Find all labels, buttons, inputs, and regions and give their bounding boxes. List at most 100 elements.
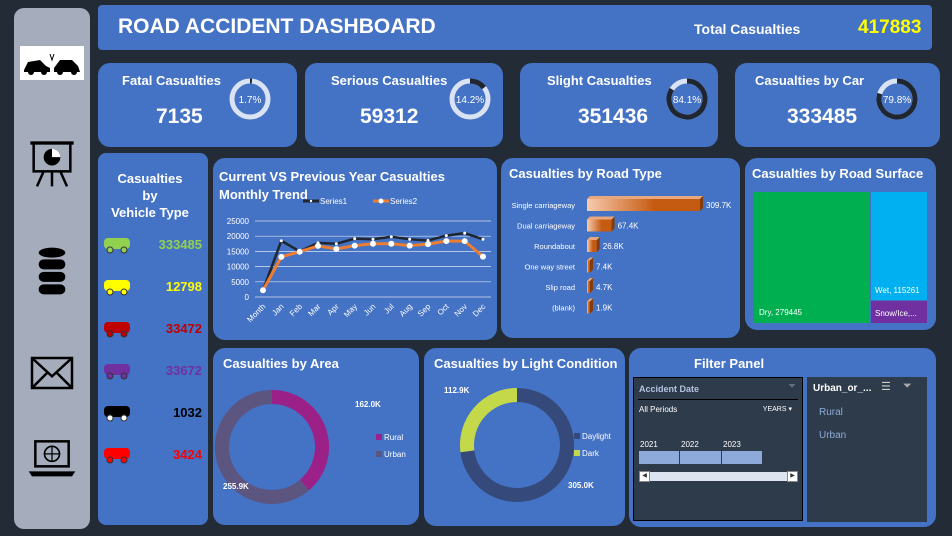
bar-top <box>587 237 600 240</box>
kpi-value: 59312 <box>360 105 419 128</box>
kpi-label: Casualties by Car <box>755 73 865 88</box>
filter-panel: Filter Panel Accident Date ⏷ All Periods… <box>629 348 936 527</box>
bar <box>587 301 590 314</box>
data-label: 67.4K <box>618 222 640 231</box>
y-tick-label: 15000 <box>227 247 250 256</box>
data-point <box>425 241 431 248</box>
data-label: 1.9K <box>596 304 613 313</box>
level-dropdown[interactable]: YEARS ▾ <box>762 406 792 413</box>
timeline-bar-2021[interactable] <box>639 451 679 464</box>
kpi-label: Slight Casualties <box>547 73 652 88</box>
legend-marker <box>378 198 384 204</box>
multi-select-icon[interactable]: ☰ <box>881 381 891 393</box>
scroll-right-button[interactable]: ▶ <box>787 471 798 482</box>
treemap-label: Dry, 279445 <box>759 308 802 317</box>
date-slicer: Accident Date ⏷ All Periods YEARS ▾ 2021… <box>633 377 803 521</box>
scroll-left-button[interactable]: ◀ <box>639 471 650 482</box>
data-point <box>480 253 486 260</box>
kpi-percent: 1.7% <box>239 95 262 106</box>
y-tick-label: 0 <box>245 293 250 302</box>
year-label: 2022 <box>681 440 699 449</box>
kpi-label: Fatal Casualties <box>122 73 221 88</box>
data-point <box>333 245 340 252</box>
kpi-car: Casualties by Car 333485 79.8% <box>735 63 940 147</box>
data-point <box>461 238 468 245</box>
bar-top <box>587 278 593 281</box>
year-label: 2023 <box>723 440 741 449</box>
x-tick-label: May <box>342 302 359 319</box>
slicer-item-urban[interactable]: Urban <box>819 430 847 441</box>
truck-icon <box>104 322 130 338</box>
donut-chart: Daylight 305.0K Dark 112.9K <box>444 386 612 502</box>
mail-icon[interactable] <box>22 348 82 398</box>
bar-top <box>587 298 593 302</box>
slicer-title: Urban_or_... <box>813 383 872 394</box>
data-label: 162.0K <box>355 400 381 409</box>
data-point <box>389 235 393 239</box>
data-label: 26.8K <box>603 242 625 251</box>
treemap-wet[interactable]: Wet, 115261 <box>871 192 927 300</box>
bus-icon <box>104 280 130 296</box>
presentation-chart-icon[interactable] <box>22 138 82 188</box>
kpi-percent: 79.8% <box>883 95 911 106</box>
bar-top <box>587 257 593 261</box>
data-point <box>371 237 375 241</box>
data-label: 4.7K <box>596 283 613 292</box>
total-casualties-value: 417883 <box>858 17 922 38</box>
vehicle-value: 3424 <box>173 447 202 462</box>
period-label: All Periods <box>639 405 678 414</box>
road-type-panel: Casualties by Road Type Single carriagew… <box>501 158 740 338</box>
bar <box>587 199 700 211</box>
timeline-scrollbar[interactable] <box>639 472 798 481</box>
vehicle-value: 33472 <box>165 321 202 336</box>
database-icon[interactable] <box>22 246 82 296</box>
y-tick-label: 20000 <box>227 232 250 241</box>
bar <box>587 219 612 232</box>
vehicle-value: 33672 <box>165 363 202 378</box>
bar-top <box>587 216 615 220</box>
chart-title: Current VS Previous Year Casualties Mont… <box>219 169 445 202</box>
legend-marker <box>309 199 313 203</box>
y-tick-label: 25000 <box>227 217 250 226</box>
ring-fill <box>666 78 708 120</box>
bar <box>587 260 590 273</box>
category-label: Slip road <box>545 283 575 292</box>
vehicle-row: 33472 <box>102 314 202 344</box>
x-tick-label: Aug <box>398 302 414 318</box>
slicer-item-rural[interactable]: Rural <box>819 407 843 418</box>
total-casualties-label: Total Casualties <box>694 21 801 37</box>
legend-label: Dark <box>582 449 600 458</box>
laptop-globe-icon[interactable] <box>22 433 82 483</box>
category-label: Single carriageway <box>512 201 576 210</box>
car-crash-icon[interactable] <box>20 46 84 80</box>
treemap-snow-ice[interactable]: Snow/Ice,... <box>871 301 927 323</box>
light-panel: Casualties by Light Condition Daylight 30… <box>424 348 625 526</box>
road-surface-panel: Casualties by Road Surface Dry, 279445 W… <box>745 158 936 330</box>
legend-label: Series1 <box>320 197 348 206</box>
vehicle-row: 3424 <box>102 440 202 470</box>
donut-slice <box>215 390 309 504</box>
timeline-bar-2023[interactable] <box>722 451 762 464</box>
data-point <box>444 234 448 238</box>
timeline-bar-2022[interactable] <box>680 451 721 464</box>
x-tick-label: Feb <box>288 302 305 319</box>
data-label: 309.7K <box>706 201 732 210</box>
vehicle-value: 1032 <box>173 405 202 420</box>
trend-chart-panel: Current VS Previous Year Casualties Mont… <box>213 158 497 340</box>
data-point <box>408 237 412 241</box>
chart-title: Casualties by Light Condition <box>434 356 618 371</box>
treemap-label: Wet, 115261 <box>875 286 920 295</box>
area-slicer: Urban_or_... ☰ ⏷ Rural Urban <box>807 377 927 522</box>
y-tick-label: 5000 <box>231 278 249 287</box>
kpi-value: 7135 <box>156 105 203 128</box>
vehicle-row: 12798 <box>102 272 202 302</box>
panel-title: Casualties by <box>117 171 183 203</box>
clear-filter-icon[interactable]: ⏷ <box>903 380 912 392</box>
data-point <box>443 238 450 245</box>
legend-swatch <box>574 450 580 456</box>
x-tick-label: Sep <box>416 302 433 319</box>
treemap-dry[interactable]: Dry, 279445 <box>754 192 870 323</box>
filter-title: Filter Panel <box>694 356 765 371</box>
treemap-label: Snow/Ice,... <box>875 309 917 318</box>
clear-filter-icon[interactable]: ⏷ <box>788 381 796 392</box>
